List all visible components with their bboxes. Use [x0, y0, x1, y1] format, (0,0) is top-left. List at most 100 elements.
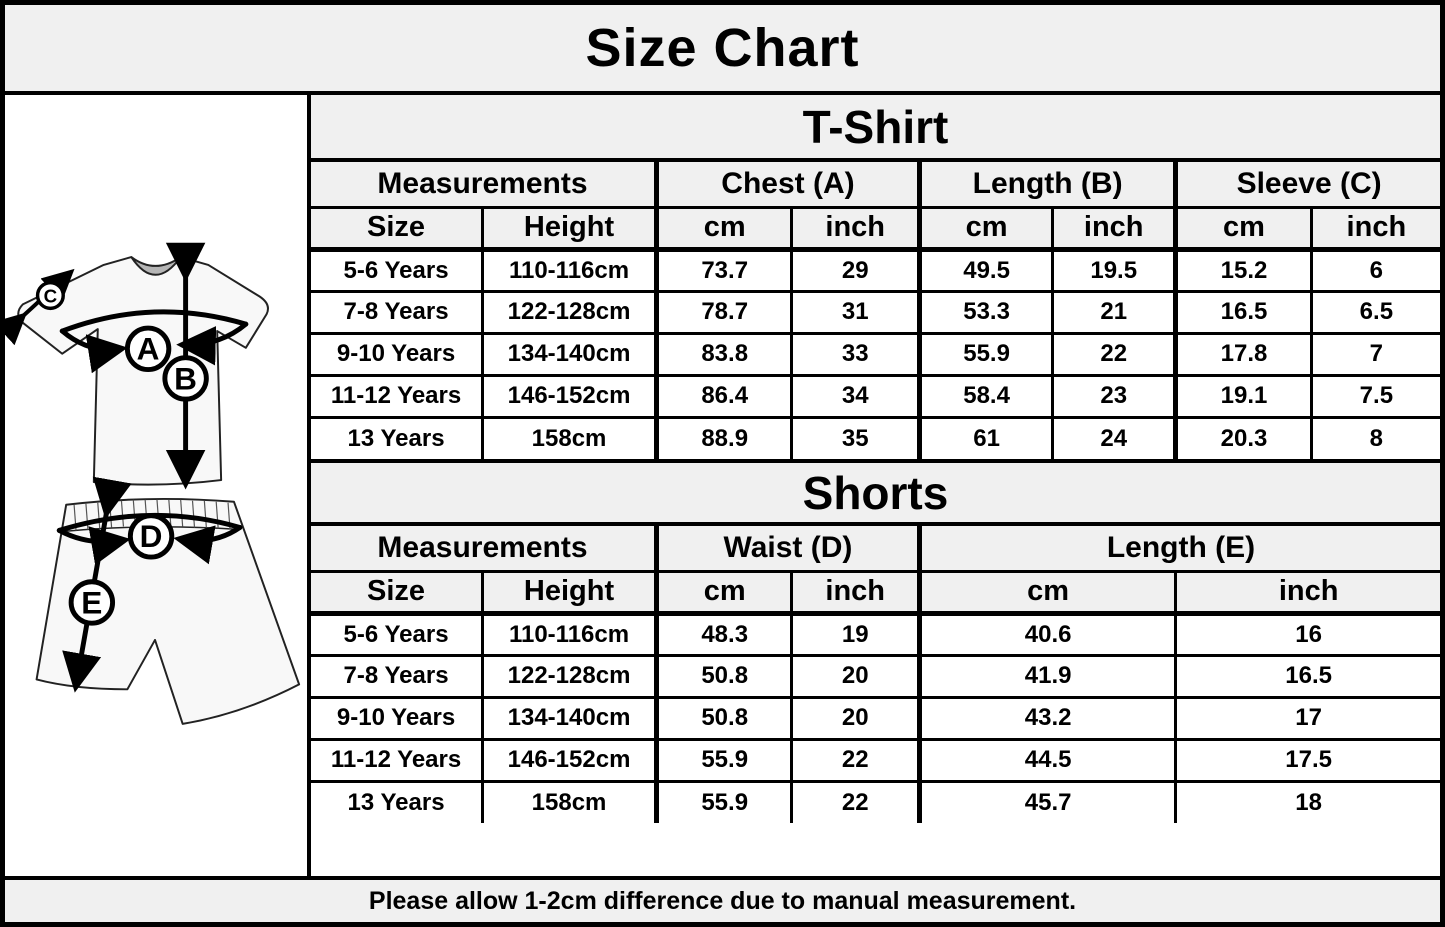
table-cell: 158cm [481, 779, 658, 825]
col-header: Size [311, 205, 485, 252]
shorts-sub-header-row: Size Height cm inch cm inch [311, 569, 1440, 616]
garment-diagram: A B C [5, 95, 311, 876]
chest-label: A [137, 331, 160, 367]
table-cell: 11-12 Years [311, 373, 485, 419]
table-cell: 83.8 [653, 331, 794, 377]
table-cell: 44.5 [916, 737, 1178, 783]
tshirt-section-title: T-Shirt [311, 95, 1440, 162]
table-cell: 19 [790, 611, 921, 657]
waist-label-circle [127, 513, 175, 560]
shorts-length-label: E [81, 584, 102, 620]
col-header: cm [653, 569, 794, 616]
chest-tape-arc [59, 309, 249, 334]
col-header: inch [790, 569, 921, 616]
table-cell: 78.7 [653, 289, 794, 335]
table-cell: 50.8 [653, 653, 794, 699]
tshirt-sketch: A B C [5, 242, 269, 490]
table-row: 9-10 Years 134-140cm 50.8 20 43.2 17 [311, 695, 1440, 741]
table-cell: 9-10 Years [311, 695, 485, 741]
table-cell: 48.3 [653, 611, 794, 657]
shorts-size-table: Measurements Waist (D) Length (E) Size H… [311, 524, 1440, 825]
table-cell: 88.9 [653, 415, 794, 461]
table-cell: 5-6 Years [311, 611, 485, 657]
table-cell: 20.3 [1173, 415, 1313, 461]
table-cell: 22 [1051, 331, 1178, 377]
shorts-waist-header: Waist (D) [653, 524, 921, 573]
table-cell: 86.4 [653, 373, 794, 419]
table-cell: 40.6 [916, 611, 1178, 657]
table-cell: 45.7 [916, 779, 1178, 825]
length-label-circle [162, 355, 209, 402]
main-area: A B C [5, 95, 1440, 876]
table-cell: 43.2 [916, 695, 1178, 741]
length-label: B [174, 360, 197, 396]
table-cell: 7-8 Years [311, 289, 485, 335]
table-cell: 5-6 Years [311, 247, 485, 293]
shorts-section-title: Shorts [311, 459, 1440, 526]
table-cell: 110-116cm [481, 611, 658, 657]
col-header: inch [1309, 205, 1440, 252]
table-cell: 15.2 [1173, 247, 1313, 293]
col-header: inch [790, 205, 921, 252]
table-cell: 18 [1174, 779, 1440, 825]
table-cell: 9-10 Years [311, 331, 485, 377]
tshirt-length-header: Length (B) [916, 160, 1178, 209]
table-row: 11-12 Years 146-152cm 86.4 34 58.4 23 19… [311, 373, 1440, 419]
table-cell: 7-8 Years [311, 653, 485, 699]
col-header: inch [1174, 569, 1440, 616]
table-cell: 6 [1309, 247, 1440, 293]
shorts-length-label-circle [68, 579, 116, 626]
shorts-measurements-header: Measurements [311, 524, 658, 573]
sleeve-label-circle [35, 280, 65, 311]
col-header: Height [481, 205, 658, 252]
table-cell: 31 [790, 289, 921, 335]
table-cell: 17 [1174, 695, 1440, 741]
table-cell: 16.5 [1173, 289, 1313, 335]
table-cell: 122-128cm [481, 289, 658, 335]
table-cell: 73.7 [653, 247, 794, 293]
table-row: 13 Years 158cm 55.9 22 45.7 18 [311, 779, 1440, 825]
table-cell: 29 [790, 247, 921, 293]
col-header: cm [916, 205, 1055, 252]
table-cell: 16 [1174, 611, 1440, 657]
table-row: 11-12 Years 146-152cm 55.9 22 44.5 17.5 [311, 737, 1440, 783]
table-cell: 53.3 [916, 289, 1055, 335]
table-cell: 49.5 [916, 247, 1055, 293]
table-cell: 17.5 [1174, 737, 1440, 783]
table-cell: 55.9 [653, 737, 794, 783]
waist-arrow-right [173, 524, 243, 565]
shorts-length-header: Length (E) [916, 524, 1440, 573]
table-cell: 58.4 [916, 373, 1055, 419]
table-cell: 22 [790, 779, 921, 825]
table-cell: 19.5 [1051, 247, 1178, 293]
table-cell: 122-128cm [481, 653, 658, 699]
table-cell: 11-12 Years [311, 737, 485, 783]
table-cell: 61 [916, 415, 1055, 461]
tshirt-chest-header: Chest (A) [653, 160, 921, 209]
table-cell: 24 [1051, 415, 1178, 461]
table-cell: 33 [790, 331, 921, 377]
shorts-group-header-row: Measurements Waist (D) Length (E) [311, 524, 1440, 573]
waist-label: D [140, 518, 163, 554]
table-cell: 110-116cm [481, 247, 658, 293]
tables-column: T-Shirt Measurements Chest (A) Length (B… [311, 95, 1440, 876]
table-cell: 50.8 [653, 695, 794, 741]
footer-note: Please allow 1-2cm difference due to man… [5, 876, 1440, 922]
table-cell: 8 [1309, 415, 1440, 461]
chest-label-circle [124, 325, 172, 373]
table-cell: 17.8 [1173, 331, 1313, 377]
table-cell: 146-152cm [481, 737, 658, 783]
table-cell: 158cm [481, 415, 658, 461]
table-row: 9-10 Years 134-140cm 83.8 33 55.9 22 17.… [311, 331, 1440, 377]
table-row: 5-6 Years 110-116cm 73.7 29 49.5 19.5 15… [311, 247, 1440, 293]
col-header: cm [1173, 205, 1313, 252]
tshirt-size-table: Measurements Chest (A) Length (B) Sleeve… [311, 160, 1440, 461]
tshirt-measurements-header: Measurements [311, 160, 658, 209]
tshirt-sub-header-row: Size Height cm inch cm inch cm inch [311, 205, 1440, 252]
table-row: 7-8 Years 122-128cm 50.8 20 41.9 16.5 [311, 653, 1440, 699]
col-header: cm [653, 205, 794, 252]
table-cell: 146-152cm [481, 373, 658, 419]
table-cell: 134-140cm [481, 331, 658, 377]
table-cell: 20 [790, 695, 921, 741]
